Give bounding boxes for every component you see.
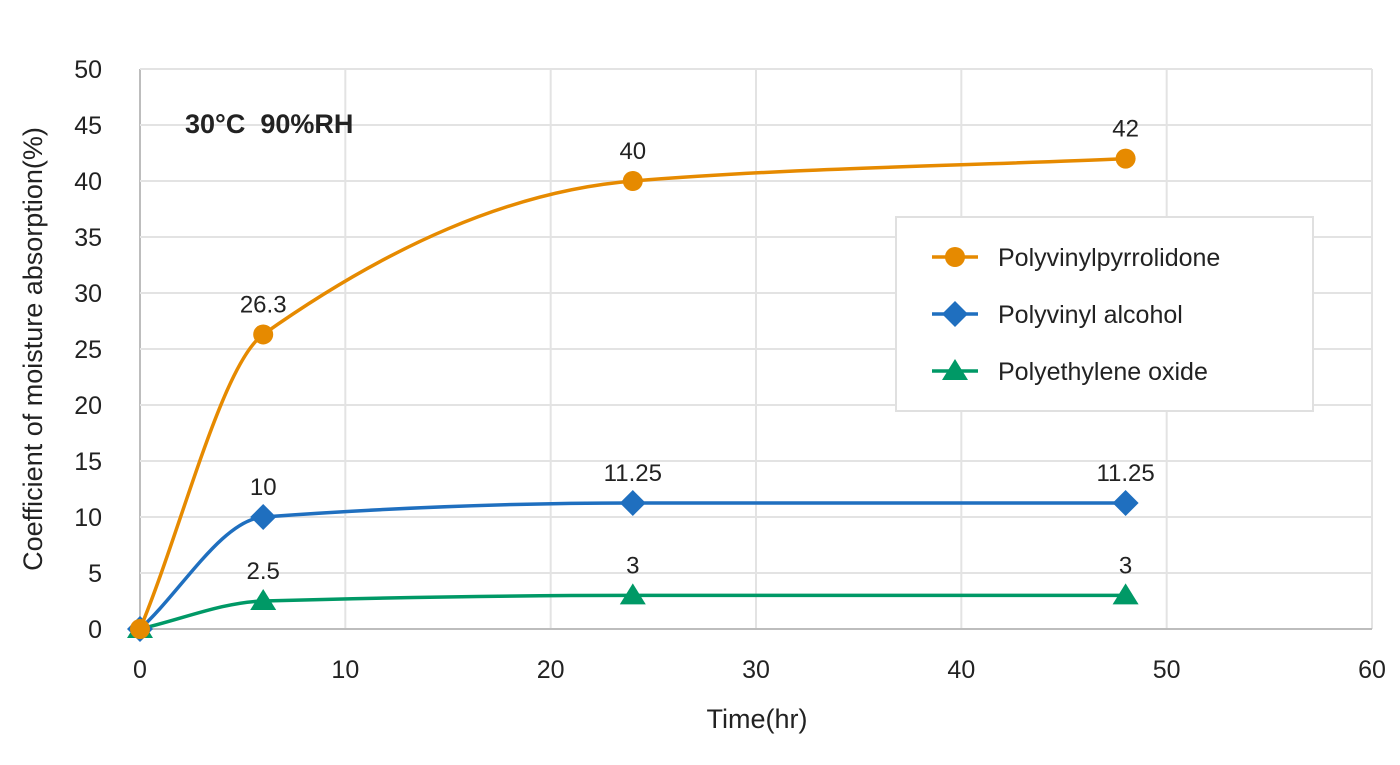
series-polyvinylpyrrolidone: 26.3 40 42: [130, 116, 1139, 639]
y-tick-label: 10: [74, 504, 102, 532]
y-axis-label: Coefficient of moisture absorption(%): [18, 127, 48, 571]
series-polyethylene-oxide: 2.5 3 3: [127, 552, 1139, 638]
diamond-marker: [250, 504, 277, 530]
y-tick-label: 45: [74, 112, 102, 140]
series-line: [138, 501, 1126, 631]
x-tick-label: 60: [1358, 656, 1386, 684]
y-tick-label: 50: [74, 56, 102, 84]
legend-label: Polyethylene oxide: [998, 358, 1208, 386]
y-tick-label: 5: [88, 560, 102, 588]
series-line: [138, 156, 1126, 630]
triangle-marker: [619, 583, 646, 605]
circle-marker: [945, 247, 965, 267]
circle-marker: [622, 171, 643, 191]
legend: Polyvinylpyrrolidone Polyvinyl alcohol Pol…: [895, 216, 1314, 412]
data-label: 40: [619, 138, 646, 165]
data-label: 26.3: [240, 291, 287, 318]
data-label: 11.25: [604, 460, 662, 487]
data-label: 3: [1119, 552, 1132, 579]
circle-marker: [253, 324, 274, 345]
x-axis-label: Time(hr): [707, 704, 808, 734]
x-tick-label: 30: [742, 656, 770, 684]
triangle-marker: [250, 589, 277, 610]
legend-label: Polyvinyl alcohol: [998, 301, 1183, 329]
circle-marker: [1115, 148, 1136, 169]
y-tick-label: 35: [74, 224, 102, 252]
data-label: 10: [250, 474, 277, 501]
legend-label: Polyvinylpyrrolidone: [998, 244, 1220, 272]
y-tick-label: 0: [88, 616, 102, 644]
x-tick-label: 10: [331, 656, 359, 684]
data-label: 42: [1112, 116, 1139, 143]
diamond-marker: [619, 490, 646, 516]
series-group: 2.5 3 3 10 11.25 11.25 26.3 40 42: [127, 116, 1155, 642]
series-polyvinyl-alcohol: 10 11.25 11.25: [127, 460, 1155, 642]
y-tick-label: 15: [74, 448, 102, 476]
diamond-marker: [942, 301, 968, 327]
data-label: 3: [626, 552, 639, 579]
data-label: 2.5: [247, 558, 280, 585]
circle-marker: [130, 619, 150, 639]
series-line: [139, 593, 1126, 631]
data-label: 11.25: [1096, 460, 1154, 487]
annotation: 30°C 90%RH: [185, 109, 353, 139]
diamond-marker: [1112, 490, 1139, 516]
triangle-marker: [1112, 583, 1139, 605]
y-tick-label: 40: [74, 168, 102, 196]
x-tick-label: 0: [133, 656, 147, 684]
triangle-marker: [942, 359, 968, 380]
tick-labels: 0 10 20 30 40 50 60 0 5 10 15 20 25 30 35 40 45 50: [74, 56, 1386, 684]
x-tick-label: 40: [947, 656, 975, 684]
y-tick-label: 25: [74, 336, 102, 364]
y-tick-label: 30: [74, 280, 102, 308]
x-tick-label: 50: [1153, 656, 1181, 684]
y-tick-label: 20: [74, 392, 102, 420]
x-tick-label: 20: [537, 656, 565, 684]
